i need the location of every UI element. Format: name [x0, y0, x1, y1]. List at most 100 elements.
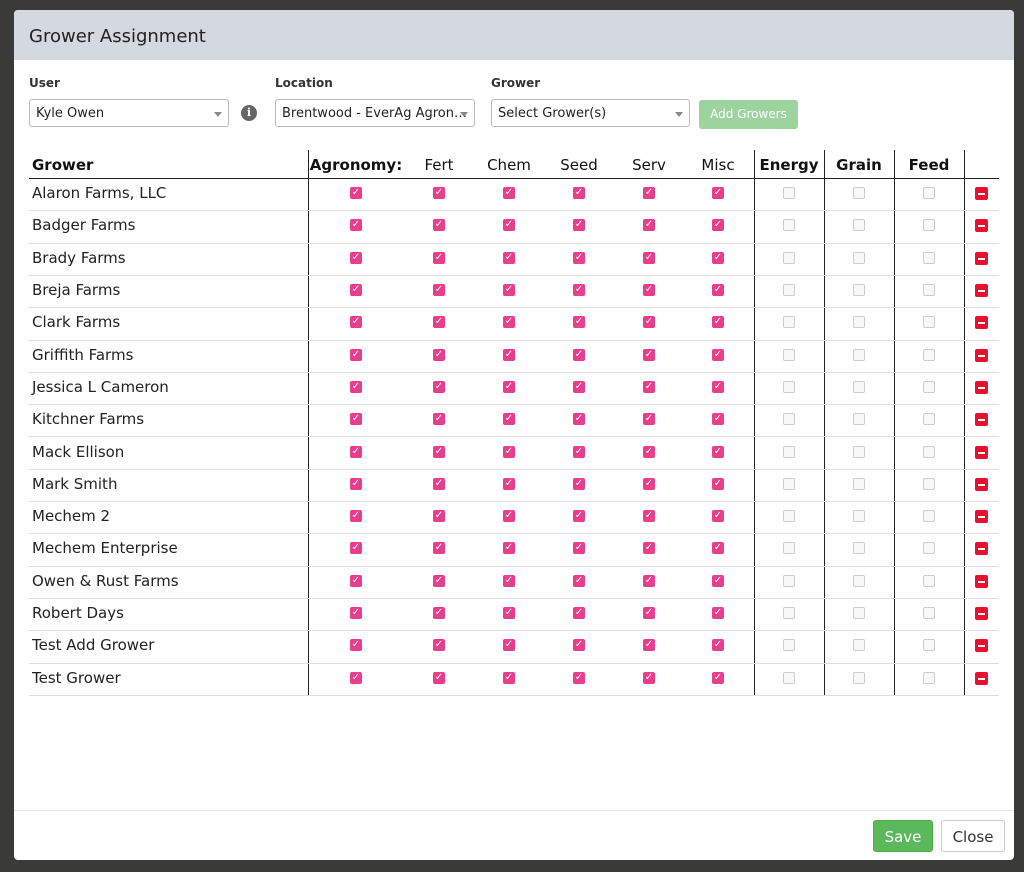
checkbox[interactable] — [853, 607, 865, 620]
checkbox[interactable]: ✓ — [350, 542, 362, 555]
checkbox[interactable] — [783, 639, 795, 652]
checkbox[interactable] — [783, 251, 795, 264]
checkbox[interactable] — [923, 413, 935, 426]
grower-name[interactable]: Badger Farms — [32, 216, 136, 235]
checkbox[interactable]: ✓ — [433, 639, 445, 652]
grower-name[interactable]: Griffith Farms — [32, 345, 134, 364]
checkbox[interactable]: ✓ — [503, 413, 515, 426]
checkbox[interactable]: ✓ — [503, 542, 515, 555]
checkbox[interactable]: ✓ — [503, 316, 515, 329]
checkbox[interactable]: ✓ — [643, 187, 655, 200]
checkbox[interactable]: ✓ — [712, 316, 724, 329]
remove-button[interactable] — [975, 445, 988, 459]
checkbox[interactable] — [923, 187, 935, 200]
checkbox[interactable]: ✓ — [643, 251, 655, 264]
checkbox[interactable]: ✓ — [503, 284, 515, 297]
checkbox[interactable]: ✓ — [573, 639, 585, 652]
checkbox[interactable]: ✓ — [712, 477, 724, 490]
checkbox[interactable]: ✓ — [712, 284, 724, 297]
checkbox[interactable] — [923, 510, 935, 523]
remove-button[interactable] — [975, 542, 988, 556]
checkbox[interactable]: ✓ — [643, 219, 655, 232]
checkbox[interactable]: ✓ — [643, 574, 655, 587]
grower-name[interactable]: Mark Smith — [32, 474, 118, 493]
checkbox[interactable]: ✓ — [433, 219, 445, 232]
checkbox[interactable] — [923, 284, 935, 297]
checkbox[interactable]: ✓ — [573, 510, 585, 523]
checkbox[interactable]: ✓ — [350, 219, 362, 232]
checkbox[interactable]: ✓ — [433, 380, 445, 393]
checkbox[interactable]: ✓ — [643, 510, 655, 523]
checkbox[interactable]: ✓ — [433, 477, 445, 490]
checkbox[interactable] — [783, 413, 795, 426]
checkbox[interactable]: ✓ — [350, 251, 362, 264]
checkbox[interactable]: ✓ — [433, 187, 445, 200]
checkbox[interactable] — [783, 574, 795, 587]
checkbox[interactable]: ✓ — [573, 380, 585, 393]
checkbox[interactable]: ✓ — [573, 607, 585, 620]
remove-button[interactable] — [975, 413, 988, 427]
checkbox[interactable] — [853, 251, 865, 264]
checkbox[interactable]: ✓ — [573, 251, 585, 264]
checkbox[interactable]: ✓ — [503, 607, 515, 620]
checkbox[interactable] — [923, 348, 935, 361]
checkbox[interactable] — [923, 607, 935, 620]
checkbox[interactable] — [783, 671, 795, 684]
grower-name[interactable]: Mechem Enterprise — [32, 539, 178, 558]
grower-name[interactable]: Owen & Rust Farms — [32, 571, 179, 590]
checkbox[interactable] — [853, 219, 865, 232]
checkbox[interactable] — [853, 671, 865, 684]
checkbox[interactable] — [923, 574, 935, 587]
info-icon[interactable]: i — [241, 105, 257, 121]
checkbox[interactable] — [923, 380, 935, 393]
checkbox[interactable]: ✓ — [503, 639, 515, 652]
checkbox[interactable]: ✓ — [350, 284, 362, 297]
checkbox[interactable]: ✓ — [433, 542, 445, 555]
add-growers-button[interactable]: Add Growers — [699, 100, 798, 129]
checkbox[interactable]: ✓ — [503, 477, 515, 490]
checkbox[interactable]: ✓ — [712, 639, 724, 652]
checkbox[interactable]: ✓ — [503, 187, 515, 200]
select[interactable]: Brentwood - EverAg Agron… — [275, 99, 475, 127]
checkbox[interactable]: ✓ — [433, 284, 445, 297]
checkbox[interactable] — [783, 477, 795, 490]
checkbox[interactable] — [923, 542, 935, 555]
checkbox[interactable]: ✓ — [712, 380, 724, 393]
checkbox[interactable]: ✓ — [643, 348, 655, 361]
checkbox[interactable]: ✓ — [712, 187, 724, 200]
checkbox[interactable] — [853, 284, 865, 297]
checkbox[interactable] — [923, 445, 935, 458]
checkbox[interactable] — [923, 671, 935, 684]
checkbox[interactable] — [853, 445, 865, 458]
checkbox[interactable]: ✓ — [643, 542, 655, 555]
checkbox[interactable]: ✓ — [573, 671, 585, 684]
checkbox[interactable]: ✓ — [350, 445, 362, 458]
checkbox[interactable] — [853, 316, 865, 329]
checkbox[interactable] — [853, 574, 865, 587]
checkbox[interactable]: ✓ — [573, 219, 585, 232]
remove-button[interactable] — [975, 639, 988, 653]
checkbox[interactable] — [783, 187, 795, 200]
checkbox[interactable]: ✓ — [573, 574, 585, 587]
remove-button[interactable] — [975, 284, 988, 298]
remove-button[interactable] — [975, 348, 988, 362]
checkbox[interactable]: ✓ — [643, 607, 655, 620]
checkbox[interactable]: ✓ — [433, 251, 445, 264]
checkbox[interactable]: ✓ — [350, 671, 362, 684]
grower-name[interactable]: Alaron Farms, LLC — [32, 184, 167, 203]
checkbox[interactable]: ✓ — [350, 380, 362, 393]
checkbox[interactable] — [783, 219, 795, 232]
checkbox[interactable]: ✓ — [643, 671, 655, 684]
checkbox[interactable]: ✓ — [433, 510, 445, 523]
checkbox[interactable]: ✓ — [350, 574, 362, 587]
checkbox[interactable] — [853, 413, 865, 426]
checkbox[interactable]: ✓ — [350, 477, 362, 490]
checkbox[interactable]: ✓ — [433, 574, 445, 587]
checkbox[interactable]: ✓ — [573, 477, 585, 490]
checkbox[interactable] — [783, 542, 795, 555]
remove-button[interactable] — [975, 187, 988, 201]
checkbox[interactable]: ✓ — [573, 316, 585, 329]
checkbox[interactable]: ✓ — [350, 510, 362, 523]
checkbox[interactable]: ✓ — [503, 380, 515, 393]
checkbox[interactable]: ✓ — [433, 671, 445, 684]
